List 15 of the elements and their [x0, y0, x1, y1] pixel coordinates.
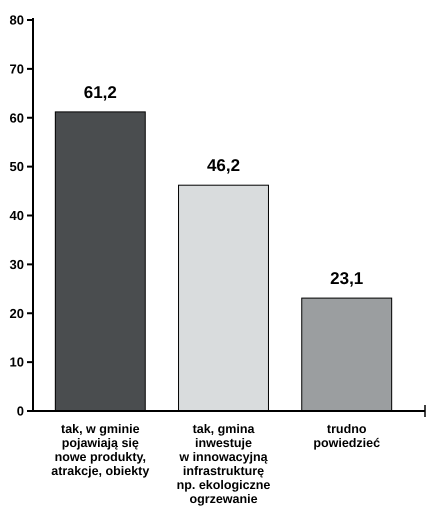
- data-label: 23,1: [330, 269, 364, 288]
- y-tick-label: 40: [10, 208, 24, 224]
- data-label: 61,2: [84, 82, 117, 102]
- y-tick-label: 10: [10, 354, 24, 370]
- y-tick-label: 30: [10, 256, 24, 272]
- y-tick-label: 80: [10, 12, 24, 28]
- x-tick-label: trudno powiedzieć: [313, 422, 380, 450]
- x-tick-label: tak, gmina inwestuje w innowacyjną infrastrukturę np. ekologiczne ogrzewanie: [176, 422, 270, 506]
- y-tick-label: 50: [10, 159, 24, 174]
- y-tick-label: 60: [10, 110, 24, 126]
- y-tick-label: 20: [10, 306, 24, 321]
- y-tick-label: 70: [10, 61, 24, 76]
- data-label: 46,2: [206, 156, 240, 176]
- y-tick-label: 0: [16, 404, 24, 419]
- x-tick-label: tak, w gminie pojawiają się nowe produkty, atrakcje, obiekty: [51, 422, 150, 478]
